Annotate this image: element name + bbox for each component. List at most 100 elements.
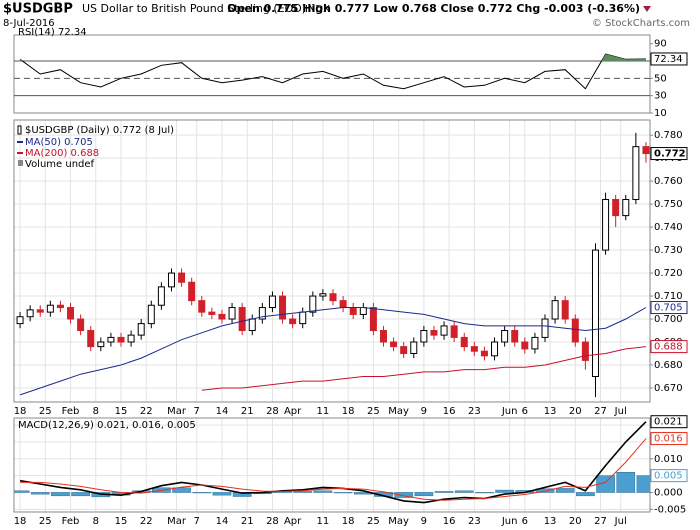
y-tick-label: 0.710 bbox=[654, 291, 683, 302]
candle-body bbox=[67, 307, 75, 320]
plot-area bbox=[14, 421, 650, 504]
y-tick-label: 0.740 bbox=[654, 222, 683, 233]
histogram-bar bbox=[434, 491, 454, 493]
candle-body bbox=[470, 346, 478, 352]
x-tick-label: 16 bbox=[443, 406, 456, 417]
x-tick-label: Feb bbox=[62, 406, 80, 417]
candle-body bbox=[349, 307, 357, 315]
x-tick-label: 14 bbox=[216, 516, 229, 527]
candle-body bbox=[581, 341, 589, 361]
candle-body bbox=[591, 249, 599, 377]
indicator-title: RSI(14) 72.34 bbox=[18, 27, 87, 38]
x-tick-label: 15 bbox=[115, 406, 128, 417]
x-tick-label: 20 bbox=[569, 516, 582, 527]
last-value-label: 72.34 bbox=[654, 54, 683, 65]
instrument-name: US Dollar to British Pound Sterling (EOD… bbox=[82, 2, 306, 15]
x-tick-label: 18 bbox=[14, 406, 27, 417]
x-tick-label: Jul bbox=[614, 516, 627, 527]
candle-body bbox=[178, 272, 186, 283]
last-value-label: 0.016 bbox=[654, 434, 683, 445]
x-tick-label: 22 bbox=[140, 406, 153, 417]
last-value-label: 0.005 bbox=[654, 471, 683, 482]
x-tick-label: 27 bbox=[594, 516, 607, 527]
candle-body bbox=[541, 318, 549, 338]
x-tick-label: May bbox=[388, 406, 409, 417]
candle-body bbox=[167, 272, 175, 288]
histogram-bar bbox=[14, 490, 30, 493]
candle-body bbox=[642, 146, 650, 155]
candle-body bbox=[16, 316, 24, 325]
candle-body bbox=[622, 199, 630, 217]
panel-frame bbox=[13, 417, 651, 513]
candle-body bbox=[561, 300, 569, 320]
line bbox=[20, 438, 647, 501]
candle-body bbox=[491, 341, 499, 357]
candle-body bbox=[268, 295, 276, 309]
y-tick-label: 0.010 bbox=[654, 454, 683, 465]
candle-body bbox=[107, 336, 115, 343]
candle-body bbox=[36, 309, 44, 313]
last-value-box bbox=[650, 147, 688, 161]
candle-body bbox=[379, 330, 387, 343]
histogram-bar bbox=[313, 490, 333, 493]
x-tick-label: 18 bbox=[342, 406, 355, 417]
histogram-bar bbox=[475, 492, 494, 494]
histogram-bar bbox=[495, 489, 514, 493]
y-tick-label: 0.000 bbox=[654, 487, 683, 498]
histogram-bar bbox=[414, 492, 434, 497]
candle-body bbox=[147, 304, 155, 325]
candle-body bbox=[329, 293, 337, 302]
histogram-bar bbox=[293, 491, 313, 493]
x-tick-label: Apr bbox=[284, 516, 302, 527]
last-value-label: 0.772 bbox=[654, 149, 686, 160]
candle-body bbox=[188, 281, 196, 302]
candle-body bbox=[289, 318, 297, 325]
line bbox=[19, 53, 647, 90]
candle-body bbox=[521, 341, 529, 350]
x-tick-label: 6 bbox=[522, 406, 528, 417]
indicator-title: MACD(12,26,9) 0.021, 0.016, 0.005 bbox=[18, 420, 196, 431]
candle-body bbox=[602, 199, 610, 251]
histogram-bar bbox=[596, 475, 615, 493]
y-tick-label: 0.750 bbox=[654, 199, 683, 210]
x-tick-label: 11 bbox=[317, 406, 330, 417]
legend-icon bbox=[18, 160, 23, 166]
histogram-bar bbox=[555, 488, 575, 493]
candle-body bbox=[309, 295, 317, 313]
legend-label: MA(50) 0.705 bbox=[25, 137, 93, 148]
x-tick-label: 6 bbox=[522, 516, 528, 527]
x-tick-label: 21 bbox=[241, 406, 254, 417]
x-tick-label: 7 bbox=[194, 406, 200, 417]
candle-body bbox=[198, 300, 206, 313]
candle-body bbox=[339, 300, 347, 309]
candle-body bbox=[450, 325, 458, 338]
legend-icon bbox=[17, 125, 22, 135]
candle-body bbox=[420, 330, 428, 343]
last-value-box bbox=[650, 469, 688, 483]
x-tick-label: 9 bbox=[421, 406, 427, 417]
x-tick-label: 28 bbox=[266, 516, 279, 527]
x-tick-label: Feb bbox=[62, 516, 80, 527]
candle-body bbox=[299, 311, 307, 325]
last-value-label: 0.021 bbox=[654, 417, 683, 428]
histogram-bar bbox=[636, 475, 650, 493]
x-tick-label: 16 bbox=[443, 516, 456, 527]
candle-body bbox=[369, 307, 377, 332]
x-tick-label: 23 bbox=[468, 406, 481, 417]
x-tick-label: 22 bbox=[140, 516, 153, 527]
last-value-box bbox=[650, 432, 688, 446]
x-tick-label: 25 bbox=[39, 406, 52, 417]
candle-body bbox=[127, 334, 135, 343]
change-indicator bbox=[643, 6, 651, 12]
x-tick-label: 13 bbox=[544, 516, 557, 527]
x-tick-label: May bbox=[388, 516, 409, 527]
candle-body bbox=[571, 318, 579, 343]
y-tick-label: 0.700 bbox=[654, 314, 683, 325]
candle-body bbox=[77, 318, 85, 332]
x-tick-label: Jun bbox=[501, 516, 518, 527]
x-tick-label: 25 bbox=[367, 406, 380, 417]
candle-body bbox=[137, 323, 145, 336]
x-tick-label: Jun bbox=[501, 406, 518, 417]
histogram-bar bbox=[394, 492, 414, 498]
candle-body bbox=[359, 307, 367, 315]
